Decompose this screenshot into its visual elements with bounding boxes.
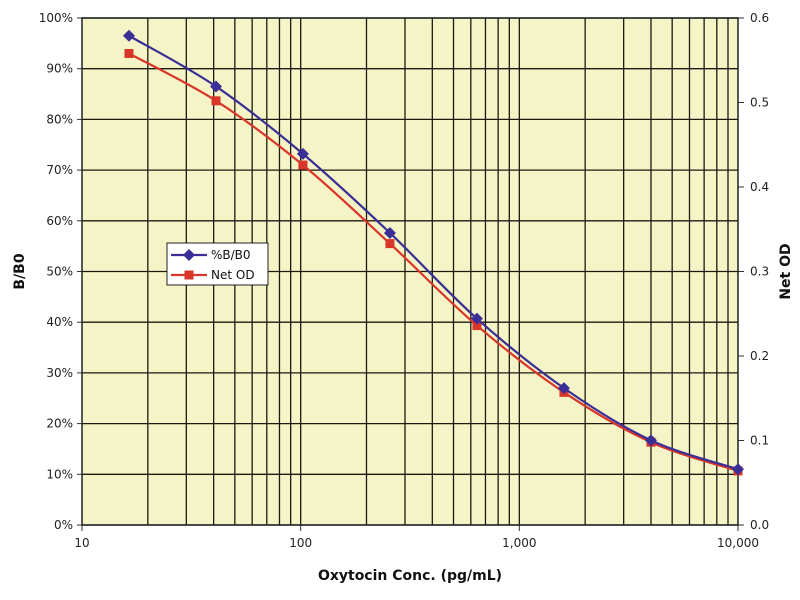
plot-border: [81, 17, 739, 526]
data-point-b-b0: [209, 80, 222, 93]
y2-tick-label: 0.6: [750, 11, 769, 25]
y2-tick-label: 0.2: [750, 349, 769, 363]
y-tick-label: 0%: [54, 518, 73, 532]
y-tick-label: 30%: [46, 366, 73, 380]
y2-tick-label: 0.5: [750, 96, 769, 110]
y-tick-label: 10%: [46, 467, 73, 481]
x-tick-label: 10: [74, 536, 89, 550]
legend-marker: [184, 270, 194, 280]
y-tick-label: 80%: [46, 112, 73, 126]
data-point-net-od: [472, 321, 482, 331]
data-point-b-b0: [644, 434, 657, 447]
y-tick-label: 20%: [46, 417, 73, 431]
y-tick-label: 50%: [46, 265, 73, 279]
data-point-b-b0: [296, 147, 309, 160]
legend-marker: [183, 249, 195, 261]
y2-tick-label: 0.1: [750, 434, 769, 448]
legend-label: Net OD: [211, 268, 255, 282]
y2-tick-label: 0.4: [750, 180, 769, 194]
x-tick-label: 1,000: [502, 536, 536, 550]
y-tick-label: 100%: [39, 11, 73, 25]
y-tick-label: 70%: [46, 163, 73, 177]
data-point-net-od: [124, 48, 134, 58]
data-point-b-b0: [732, 463, 744, 476]
y2-tick-label: 0.0: [750, 518, 769, 532]
y-tick-label: 40%: [46, 315, 73, 329]
legend-label: %B/B0: [211, 248, 251, 262]
series-line-b-b0: [128, 34, 739, 471]
data-point-b-b0: [122, 29, 135, 42]
data-point-b-b0: [470, 312, 483, 325]
y-axis-label: B/B0: [12, 253, 28, 289]
data-point-net-od: [211, 96, 221, 106]
legend: [166, 242, 269, 286]
y2-tick-label: 0.3: [750, 265, 769, 279]
data-point-b-b0: [557, 382, 570, 395]
data-point-b-b0: [383, 226, 396, 239]
x-tick-label: 100: [289, 536, 312, 550]
data-point-net-od: [298, 160, 308, 170]
x-tick-label: 10,000: [717, 536, 759, 550]
y-tick-label: 60%: [46, 214, 73, 228]
y2-axis-label: Net OD: [778, 243, 794, 299]
data-point-net-od: [385, 239, 395, 249]
series-line-net-od: [128, 52, 739, 472]
x-axis-label: Oxytocin Conc. (pg/mL): [318, 568, 502, 584]
y-tick-label: 90%: [46, 62, 73, 76]
